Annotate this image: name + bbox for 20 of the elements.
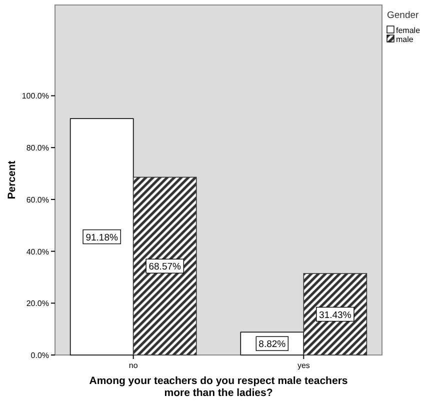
bar (70, 118, 134, 356)
y-tick-label: 20.0% (26, 299, 49, 308)
data-label: 31.43% (319, 310, 352, 321)
legend-label: male (396, 35, 414, 44)
y-tick-label: 60.0% (26, 195, 49, 204)
y-tick-label: 80.0% (26, 144, 49, 153)
bar (303, 273, 368, 356)
data-label: 8.82% (258, 339, 286, 350)
data-label: 68.57% (148, 262, 182, 273)
legend-title: Gender (387, 10, 419, 21)
y-tick-label: 100.0% (22, 92, 49, 101)
x-tick-label: no (128, 361, 138, 370)
data-label: 91.18% (86, 232, 118, 244)
y-tick-label: 0.0% (30, 351, 49, 360)
y-tick-label: 40.0% (26, 247, 49, 256)
x-tick-label: yes (297, 361, 310, 370)
x-axis-title: Among your teachers do you respect male teachers more than the ladies? (89, 375, 348, 399)
legend-label: female (396, 26, 421, 35)
y-axis-title: Percent (6, 160, 18, 200)
bar (132, 176, 197, 356)
